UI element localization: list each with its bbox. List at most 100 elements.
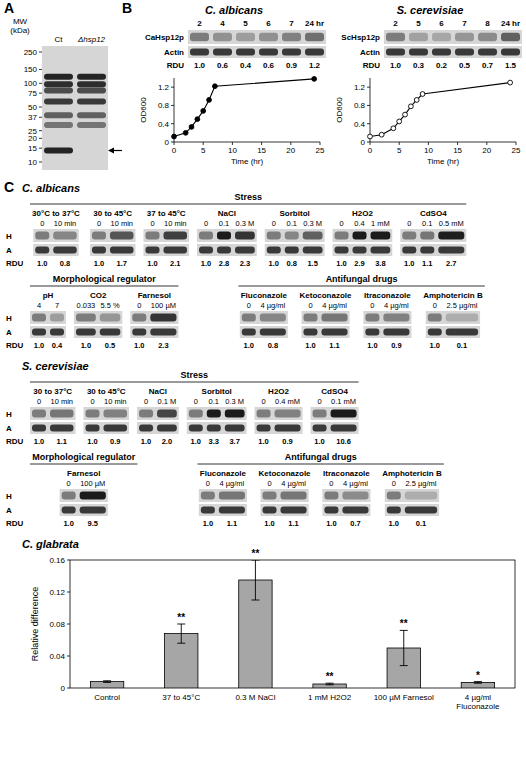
lane-label: 0.5 mM xyxy=(439,219,464,228)
band xyxy=(213,33,232,41)
band xyxy=(260,314,286,322)
x-tick-label: 10 xyxy=(424,146,433,155)
band xyxy=(257,410,271,418)
band xyxy=(428,328,442,335)
row-label: ScHsp12p xyxy=(341,33,380,42)
lane-label: 4 µg/ml xyxy=(384,301,409,310)
rdu-value: 0.5 xyxy=(459,61,471,70)
band xyxy=(342,506,368,513)
band xyxy=(44,87,73,93)
rdu-value: 1.0 xyxy=(34,341,44,350)
x-tick-label: 0.3 M NaCl xyxy=(235,693,275,702)
rdu-value: 1.0 xyxy=(404,259,414,268)
blot-title: Itraconazole xyxy=(323,469,370,478)
rdu-value: 0.8 xyxy=(268,341,278,350)
lane-label: 0 xyxy=(97,219,101,228)
band xyxy=(100,314,121,322)
blot-title: Sorbitol xyxy=(280,209,310,218)
rdu-value: 1.2 xyxy=(309,61,321,70)
error-cap xyxy=(400,665,408,666)
blot-title: Fluconazole xyxy=(200,469,247,478)
point xyxy=(207,98,212,103)
blot-bg xyxy=(426,311,480,324)
rdu-value: 1.0 xyxy=(305,341,315,350)
blot-title: 37 to 45°C xyxy=(147,209,186,218)
blot-title: CO2 xyxy=(90,291,107,300)
band xyxy=(80,492,106,500)
band xyxy=(50,314,64,322)
y-tick xyxy=(171,87,174,88)
x-tick xyxy=(516,142,517,145)
band xyxy=(213,48,232,55)
blot-title: 30 to 45°C xyxy=(87,387,126,396)
band xyxy=(321,314,347,322)
point xyxy=(189,125,194,130)
band xyxy=(420,246,434,253)
rdu-value: 1.5 xyxy=(307,259,317,268)
y-tick xyxy=(67,656,70,657)
error-cap xyxy=(326,684,334,685)
band xyxy=(353,232,367,240)
label-line: 37 to 45°C xyxy=(162,693,200,702)
band xyxy=(86,424,100,431)
lane-label: 0 xyxy=(407,219,411,228)
band xyxy=(219,506,245,513)
significance: * xyxy=(476,670,480,681)
band xyxy=(225,410,245,418)
error-cap xyxy=(177,624,185,625)
band xyxy=(163,246,187,253)
rdu-value: 1.5 xyxy=(505,61,517,70)
y-tick xyxy=(67,624,70,625)
blot-bg xyxy=(363,311,411,324)
y-tick-label: 0 xyxy=(61,684,66,693)
row-label: CaHsp12p xyxy=(145,33,184,42)
band xyxy=(409,33,428,41)
label-line: Control xyxy=(94,693,120,702)
lane-label: 0 xyxy=(67,479,71,488)
band xyxy=(331,424,357,431)
lane-label: 0 xyxy=(392,479,396,488)
blot-bg xyxy=(84,422,130,434)
lane-label: 0 xyxy=(267,479,271,488)
point xyxy=(379,132,384,137)
lane-label: 0 xyxy=(433,301,437,310)
label-line: Fluconazole xyxy=(456,702,500,711)
x-tick xyxy=(370,142,371,145)
lane-label: 0.033 xyxy=(77,301,96,310)
blot-bg xyxy=(197,229,257,242)
mw-tick xyxy=(39,83,42,84)
band xyxy=(432,48,451,55)
blot-bg xyxy=(265,229,325,242)
mw-label: 75 xyxy=(28,89,37,98)
rdu-value: 0.9 xyxy=(110,437,120,446)
x-tick-label: 37 to 45°C xyxy=(162,693,200,702)
lane-label: 0 xyxy=(206,479,210,488)
error-cap xyxy=(400,630,408,631)
blot-title: Fluconazole xyxy=(241,291,288,300)
x-tick xyxy=(290,142,291,145)
error-cap xyxy=(474,683,482,684)
label-line: 4 µg/ml xyxy=(465,693,492,702)
band xyxy=(100,328,121,335)
point xyxy=(368,134,373,139)
rdu-value: 0.8 xyxy=(60,259,70,268)
blot-bg xyxy=(74,311,122,324)
mw-label: 15 xyxy=(28,144,37,153)
band xyxy=(86,410,100,418)
band xyxy=(32,424,46,431)
blot-bg xyxy=(322,489,370,502)
band xyxy=(50,328,64,335)
blot-bg xyxy=(265,244,325,256)
band xyxy=(303,328,317,335)
blot-bg xyxy=(84,407,130,420)
x-tick-label: 0 xyxy=(172,146,177,155)
rdu-value: 0.2 xyxy=(436,61,448,70)
lane-label: 5.5 % xyxy=(100,301,120,310)
row-label: H xyxy=(6,492,12,501)
band xyxy=(104,410,128,418)
error-cap xyxy=(251,600,259,601)
blot-bg xyxy=(400,229,466,242)
band xyxy=(428,314,442,322)
blot-bg xyxy=(363,326,411,338)
band xyxy=(321,328,347,335)
